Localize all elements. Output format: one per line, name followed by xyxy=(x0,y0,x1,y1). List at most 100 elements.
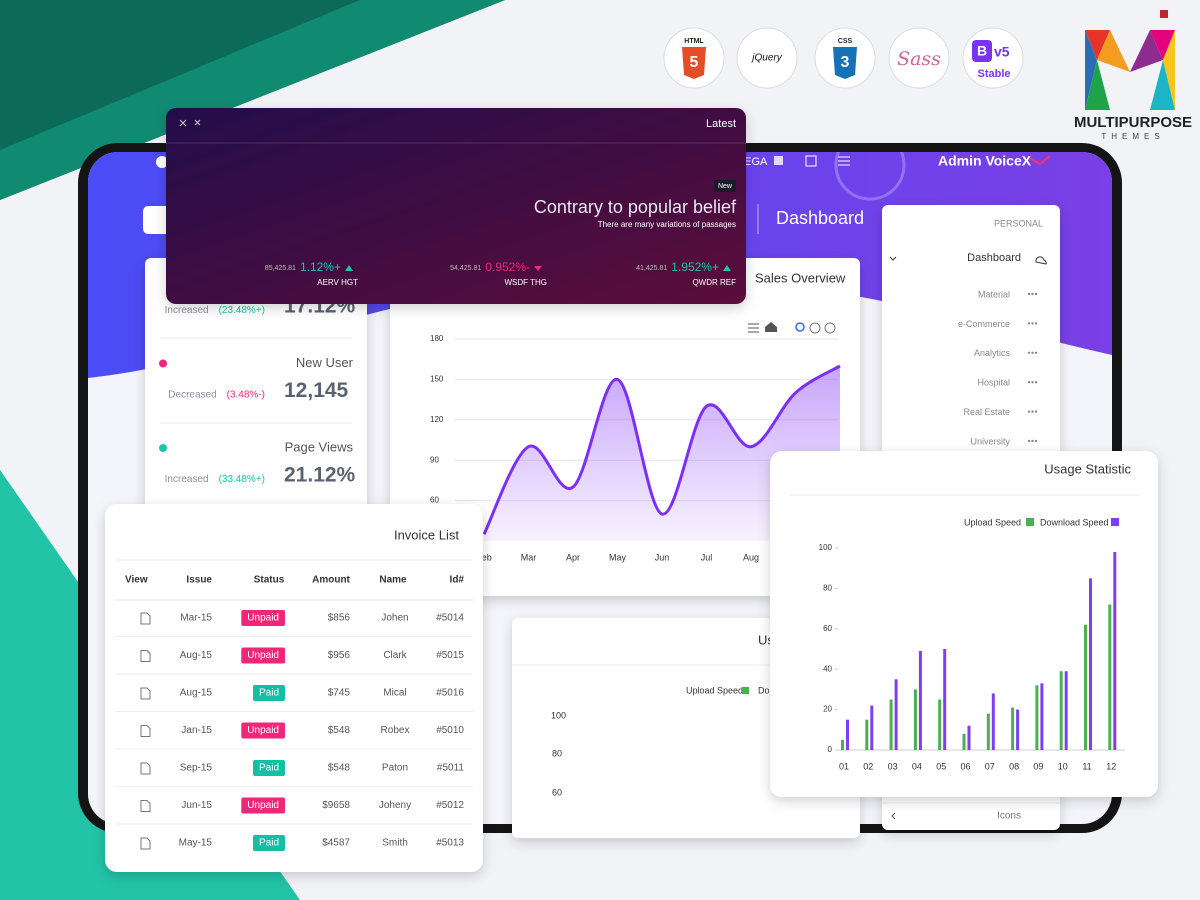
more-dot xyxy=(1034,381,1038,384)
ticker-change: 0.952%- xyxy=(485,260,530,274)
bar xyxy=(1089,578,1092,750)
area xyxy=(484,365,840,541)
legend-label: Do xyxy=(758,685,770,695)
badge-text: Sass xyxy=(897,48,941,70)
more-dot xyxy=(1027,351,1031,354)
ticker-change: 1.952%+ xyxy=(671,260,719,274)
stat-change: (3.48%-) xyxy=(227,389,265,400)
id: #5012 xyxy=(436,800,464,811)
zoom-out-icon[interactable] xyxy=(809,322,821,334)
more-dot xyxy=(1034,351,1038,354)
card xyxy=(105,504,483,872)
ticker-name: WSDF THG xyxy=(504,278,547,287)
column-header: Status xyxy=(254,575,285,586)
x-tick-label: 12 xyxy=(1106,761,1116,771)
panel-title: Latest xyxy=(706,118,736,130)
sidebar-item[interactable]: University xyxy=(970,436,1010,446)
tick-label: 60 xyxy=(552,787,562,797)
legend-label: Upload Speed xyxy=(964,517,1021,527)
stat-status: Increased xyxy=(165,474,209,485)
name: Mical xyxy=(383,688,406,699)
view-icon[interactable] xyxy=(140,762,151,775)
view-icon[interactable] xyxy=(140,837,151,850)
x-tick-label: 09 xyxy=(1033,761,1043,771)
sidebar-item[interactable]: e-Commerce xyxy=(958,319,1010,329)
zoom-icon[interactable] xyxy=(795,322,805,332)
sidebar-footer[interactable]: Icons xyxy=(997,811,1021,822)
badge-text: Stable xyxy=(977,68,1010,80)
bar xyxy=(865,719,869,750)
x-tick-label: Feb xyxy=(476,552,492,562)
brand-area: HTML 5 jQuery CSS 3 Sass B v5 Stable MUL… xyxy=(663,10,1192,141)
view-icon[interactable] xyxy=(140,725,151,737)
fullscreen-icon[interactable] xyxy=(805,155,817,167)
status: Unpaid xyxy=(247,613,279,624)
logo-piece xyxy=(1130,30,1163,72)
amount: $9658 xyxy=(322,800,350,811)
bar xyxy=(986,713,990,750)
x-tick-label: Jul xyxy=(701,552,713,562)
ticker-change: 1.12%+ xyxy=(300,260,341,274)
logo-piece xyxy=(1085,30,1097,110)
ticker-name: QWDR REF xyxy=(692,278,736,287)
logo-piece xyxy=(1085,30,1110,60)
stats-card xyxy=(145,258,367,518)
column-header: Issue xyxy=(186,575,212,586)
more-dot xyxy=(1031,351,1034,354)
status-dot xyxy=(159,359,167,368)
sidebar-item[interactable]: Material xyxy=(978,289,1010,299)
stat-value: 21.12% xyxy=(284,464,356,487)
badge-text: CSS xyxy=(838,38,853,45)
view-icon[interactable] xyxy=(140,800,151,812)
zoom-in-icon[interactable] xyxy=(824,322,836,334)
more-dot xyxy=(1034,410,1038,413)
amount: $856 xyxy=(328,613,351,624)
menu-icon[interactable] xyxy=(748,323,759,333)
sidebar-item[interactable]: Analytics xyxy=(974,348,1011,358)
usage-card: Usage Statistic 0 20 40 60 80 100 01 02 03 04 05 06… xyxy=(770,451,1158,797)
panel xyxy=(166,108,746,304)
chart-toolbar xyxy=(748,322,836,334)
stat-change-line: Increased (23.48%+) xyxy=(165,305,265,316)
badge-text: 3 xyxy=(841,54,850,71)
ticker-price: 54,425.81 xyxy=(450,265,481,272)
status-badge xyxy=(252,685,285,701)
sidebar-active[interactable]: Dashboard xyxy=(967,252,1021,264)
bar xyxy=(1064,671,1068,750)
status-badge xyxy=(241,797,285,814)
arrow xyxy=(345,265,353,271)
id: #5010 xyxy=(436,725,464,736)
chevron[interactable] xyxy=(891,812,896,820)
view-icon[interactable] xyxy=(140,687,151,700)
stat-change: (23.48%+) xyxy=(219,305,265,316)
card-title: Invoice List xyxy=(394,527,459,542)
gear-icon xyxy=(156,156,168,168)
column-header: Amount xyxy=(312,575,350,586)
ticker-line: 54,425.81 0.952%- xyxy=(450,260,530,274)
more-dot xyxy=(1027,439,1031,443)
tickers: 85,425.81 1.12%+ AERV HGT 54,425.81 0.952%- W… xyxy=(265,260,736,287)
id: #5016 xyxy=(436,688,464,699)
menu-icon[interactable] xyxy=(838,156,850,166)
issue: May-15 xyxy=(179,838,213,849)
bar xyxy=(938,699,942,750)
home-icon[interactable] xyxy=(765,322,777,332)
column-header: Name xyxy=(379,575,407,586)
name: Johen xyxy=(381,613,408,624)
bar xyxy=(1011,707,1015,750)
bar xyxy=(1035,685,1039,750)
name: Smith xyxy=(382,838,408,849)
line xyxy=(482,364,841,535)
logo-piece xyxy=(1160,10,1168,18)
button[interactable] xyxy=(143,206,173,234)
view-icon[interactable] xyxy=(140,650,151,662)
x-tick-label: 05 xyxy=(936,761,946,771)
bar xyxy=(1113,552,1117,750)
sidebar-item[interactable]: Real Estate xyxy=(963,407,1010,417)
sidebar-item[interactable]: Hospital xyxy=(977,378,1010,388)
legend-label: Download Speed xyxy=(1040,517,1109,527)
view-icon[interactable] xyxy=(140,612,151,625)
close-icons[interactable] xyxy=(179,119,201,127)
logo-piece xyxy=(1085,60,1110,110)
logo-piece xyxy=(1097,30,1130,72)
